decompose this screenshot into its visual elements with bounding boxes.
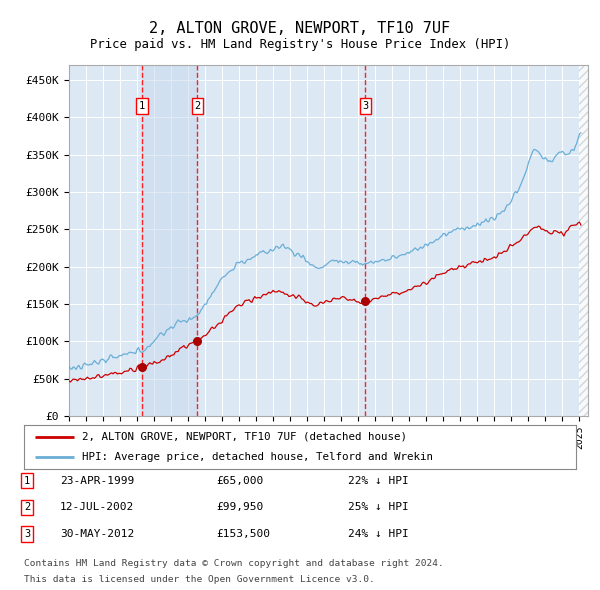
Text: £65,000: £65,000 bbox=[216, 476, 263, 486]
Text: 2, ALTON GROVE, NEWPORT, TF10 7UF: 2, ALTON GROVE, NEWPORT, TF10 7UF bbox=[149, 21, 451, 35]
Text: 23-APR-1999: 23-APR-1999 bbox=[60, 476, 134, 486]
Text: Price paid vs. HM Land Registry's House Price Index (HPI): Price paid vs. HM Land Registry's House … bbox=[90, 38, 510, 51]
Text: HPI: Average price, detached house, Telford and Wrekin: HPI: Average price, detached house, Telf… bbox=[82, 452, 433, 462]
Text: 1: 1 bbox=[24, 476, 30, 486]
Text: £99,950: £99,950 bbox=[216, 503, 263, 512]
Text: 2, ALTON GROVE, NEWPORT, TF10 7UF (detached house): 2, ALTON GROVE, NEWPORT, TF10 7UF (detac… bbox=[82, 432, 407, 442]
Text: This data is licensed under the Open Government Licence v3.0.: This data is licensed under the Open Gov… bbox=[24, 575, 375, 584]
Text: £153,500: £153,500 bbox=[216, 529, 270, 539]
Text: Contains HM Land Registry data © Crown copyright and database right 2024.: Contains HM Land Registry data © Crown c… bbox=[24, 559, 444, 568]
Bar bbox=[142, 65, 197, 416]
Text: 3: 3 bbox=[24, 529, 30, 539]
Text: 30-MAY-2012: 30-MAY-2012 bbox=[60, 529, 134, 539]
Text: 12-JUL-2002: 12-JUL-2002 bbox=[60, 503, 134, 512]
Text: 2: 2 bbox=[194, 101, 200, 111]
Text: 3: 3 bbox=[362, 101, 368, 111]
Text: 2: 2 bbox=[24, 503, 30, 512]
Text: 1: 1 bbox=[139, 101, 145, 111]
Text: 24% ↓ HPI: 24% ↓ HPI bbox=[348, 529, 409, 539]
Text: 22% ↓ HPI: 22% ↓ HPI bbox=[348, 476, 409, 486]
Text: 25% ↓ HPI: 25% ↓ HPI bbox=[348, 503, 409, 512]
